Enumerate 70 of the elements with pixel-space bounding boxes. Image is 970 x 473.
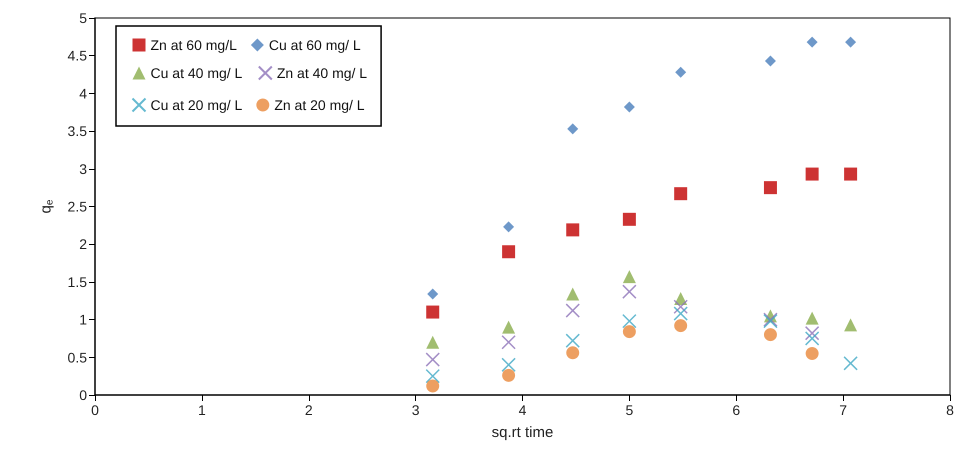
y-tick-label: 4.5 — [68, 48, 88, 64]
point — [567, 123, 578, 134]
point — [501, 334, 516, 350]
point — [426, 336, 440, 349]
legend-label: Cu at 60 mg/ L — [268, 37, 361, 53]
point — [565, 333, 580, 348]
y-tick-label: 1.5 — [68, 274, 88, 290]
point — [806, 347, 819, 360]
point — [806, 36, 818, 48]
x-tick-label: 6 — [732, 402, 740, 418]
point — [806, 312, 819, 325]
point — [622, 325, 636, 338]
y-tick-label: 2 — [79, 236, 88, 252]
y-tick-label: 0.5 — [68, 349, 88, 366]
y-tick-label: 3 — [79, 160, 88, 177]
point — [673, 300, 688, 314]
y-axis-title: qe — [38, 199, 56, 214]
y-tick-label: 2.5 — [68, 198, 88, 214]
x-tick-label: 3 — [412, 402, 420, 418]
legend-label: Zn at 60 mg/L — [150, 37, 238, 53]
point — [806, 168, 819, 181]
y-tick-label: 5 — [79, 10, 88, 26]
x-tick-label: 8 — [946, 402, 954, 418]
point — [843, 356, 858, 371]
legend-label: Cu at 20 mg/ L — [150, 97, 243, 113]
point — [503, 221, 514, 232]
legend-label: Cu at 40 mg/ L — [150, 65, 243, 81]
point — [622, 212, 636, 226]
point — [673, 306, 688, 321]
point — [622, 314, 637, 328]
x-tick-label: 5 — [625, 402, 634, 418]
point — [502, 320, 516, 334]
point — [425, 368, 440, 384]
point — [426, 379, 440, 392]
point — [502, 368, 516, 382]
y-tick-label: 0 — [79, 387, 88, 403]
point — [566, 346, 580, 360]
point — [674, 319, 688, 332]
legend-label: Zn at 40 mg/ L — [276, 65, 368, 81]
point — [427, 288, 438, 300]
point — [622, 270, 636, 284]
point — [844, 168, 858, 181]
x-tick-label: 1 — [198, 402, 206, 418]
point — [502, 245, 516, 258]
point — [426, 306, 440, 319]
x-tick-label: 4 — [518, 402, 527, 418]
x-tick-label: 2 — [304, 402, 313, 418]
point — [565, 303, 580, 318]
point — [566, 287, 580, 300]
point — [624, 101, 635, 112]
point — [674, 187, 688, 200]
point — [764, 55, 776, 66]
legend-label: Zn at 20 mg/ L — [274, 97, 365, 113]
point — [804, 326, 820, 340]
point — [622, 284, 637, 299]
point — [566, 223, 580, 236]
y-tick-label: 4 — [79, 85, 88, 102]
x-axis-title: sq.rt time — [492, 424, 554, 441]
point — [845, 36, 856, 48]
x-tick-label: 7 — [839, 402, 848, 418]
y-tick-label: 3.5 — [68, 123, 88, 140]
point — [675, 66, 686, 78]
point — [764, 181, 777, 194]
point — [425, 352, 440, 367]
point — [764, 328, 777, 342]
point — [501, 358, 516, 372]
point — [804, 331, 820, 346]
y-tick-label: 1 — [79, 312, 88, 328]
point — [844, 318, 858, 332]
x-tick-label: 0 — [91, 402, 100, 418]
